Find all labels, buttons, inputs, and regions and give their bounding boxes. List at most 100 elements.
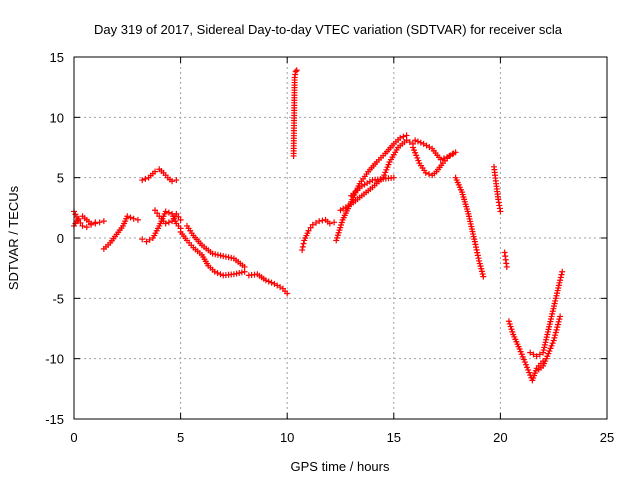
data-point	[473, 244, 480, 251]
data-point	[525, 366, 532, 373]
data-point	[238, 269, 245, 276]
data-point	[152, 207, 159, 214]
data-point	[530, 351, 537, 358]
data-point	[552, 329, 559, 336]
data-point	[558, 271, 565, 278]
data-point	[299, 247, 306, 254]
data-point	[236, 269, 243, 276]
data-point	[79, 222, 86, 229]
data-point	[177, 216, 184, 223]
data-point	[412, 149, 419, 156]
data-point	[536, 351, 543, 358]
data-point	[497, 208, 504, 215]
data-point	[162, 220, 169, 227]
data-point	[478, 268, 485, 275]
x-axis-label: GPS time / hours	[291, 459, 390, 474]
data-point	[300, 240, 307, 247]
data-point	[527, 349, 534, 356]
data-point	[557, 313, 564, 320]
data-point	[130, 215, 137, 222]
data-point	[548, 342, 555, 349]
y-tick-label: -15	[45, 412, 64, 427]
plot-frame	[73, 56, 608, 420]
data-point	[390, 174, 397, 181]
data-point	[555, 318, 562, 325]
data-point	[307, 224, 314, 231]
data-point	[503, 263, 510, 270]
y-tick-label: 10	[50, 110, 64, 125]
data-point	[409, 144, 416, 151]
data-point	[173, 210, 180, 217]
data-point	[152, 168, 159, 175]
data-point	[268, 279, 275, 286]
data-point	[214, 269, 221, 276]
data-point	[509, 328, 516, 335]
data-point	[524, 364, 531, 371]
data-point	[520, 356, 527, 363]
data-point	[505, 318, 512, 325]
data-point	[134, 216, 141, 223]
data-point	[550, 337, 557, 344]
data-point	[471, 238, 478, 245]
data-point	[480, 273, 487, 280]
data-point	[326, 220, 333, 227]
data-point	[533, 353, 540, 360]
data-point	[316, 218, 323, 225]
data-point	[440, 155, 447, 162]
data-point	[262, 277, 269, 284]
data-point	[100, 218, 107, 225]
data-point	[444, 154, 451, 161]
data-point	[142, 175, 149, 182]
data-point	[545, 350, 552, 357]
data-point	[521, 359, 528, 366]
data-point	[474, 249, 481, 256]
data-point	[228, 254, 235, 261]
data-point	[77, 219, 84, 226]
data-point	[479, 270, 486, 277]
data-point	[447, 152, 454, 159]
data-point	[211, 268, 218, 275]
data-points	[71, 67, 566, 384]
data-point	[230, 271, 237, 278]
data-point	[437, 156, 444, 163]
data-point	[552, 332, 559, 339]
data-point	[165, 219, 172, 226]
y-tick-label: 5	[57, 171, 64, 186]
data-point	[472, 241, 479, 248]
data-point	[519, 353, 526, 360]
x-tick-label: 10	[280, 430, 294, 445]
data-point	[415, 157, 422, 164]
data-point	[551, 334, 558, 341]
data-point	[554, 324, 561, 331]
data-point	[385, 161, 392, 168]
data-point	[556, 316, 563, 323]
y-axis-label: SDTVAR / TECUs	[6, 185, 21, 290]
data-point	[507, 323, 514, 330]
data-point	[450, 150, 457, 157]
data-point	[292, 68, 299, 75]
data-point	[83, 224, 90, 231]
data-point	[75, 215, 82, 222]
data-point	[517, 348, 524, 355]
chart-title: Day 319 of 2017, Sidereal Day-to-day VTE…	[94, 22, 563, 37]
data-point	[220, 253, 227, 260]
data-point	[522, 361, 529, 368]
data-point	[225, 254, 232, 261]
data-point	[293, 67, 300, 74]
data-point	[222, 253, 229, 260]
data-point	[173, 177, 180, 184]
data-point	[312, 219, 319, 226]
data-point	[412, 137, 419, 144]
data-point	[400, 133, 407, 140]
data-point	[209, 250, 216, 257]
data-point	[557, 277, 564, 284]
data-point	[397, 134, 404, 141]
data-point	[474, 252, 481, 259]
data-point	[557, 274, 564, 281]
x-tick-label: 25	[600, 430, 614, 445]
x-tick-label: 20	[493, 430, 507, 445]
data-point	[476, 260, 483, 267]
data-point	[475, 255, 482, 262]
grid	[74, 57, 607, 419]
